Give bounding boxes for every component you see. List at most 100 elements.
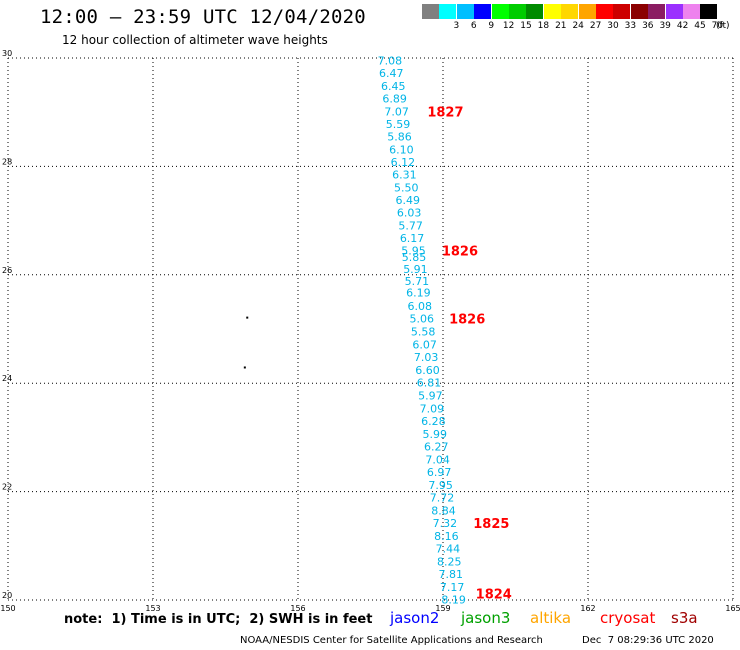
legend-swatch: [439, 4, 457, 19]
swh-value-label: 5.95: [401, 244, 426, 257]
legend-swatch: [526, 4, 544, 19]
swh-value-label: 7.81: [438, 568, 463, 581]
legend-tick-label: 15: [520, 21, 532, 31]
credit-text: NOAA/NESDIS Center for Satellite Applica…: [240, 635, 543, 646]
lon-tick-label: 156: [290, 604, 305, 613]
swh-value-label: 5.86: [387, 131, 412, 144]
swh-value-label: 6.60: [415, 364, 440, 377]
swh-value-label: 8.16: [434, 530, 459, 543]
map-title: 12:00 – 23:59 UTC 12/04/2020: [40, 6, 366, 28]
pass-time-label: 1824: [476, 587, 512, 602]
lat-tick-label: 22: [2, 483, 12, 492]
legend-tick-label: 30: [607, 21, 619, 31]
swh-value-label: 6.12: [391, 156, 416, 169]
swh-value-label: 6.08: [408, 300, 433, 313]
legend-tick-label: 24: [572, 21, 584, 31]
legend-swatch: [648, 4, 666, 19]
swh-value-label: 8.19: [441, 593, 466, 606]
legend-swatch: [491, 4, 509, 19]
swh-value-label: 5.58: [411, 326, 436, 339]
swh-value-label: 6.89: [382, 93, 407, 106]
lon-tick-label: 159: [435, 604, 450, 613]
legend-swatch: [665, 4, 683, 19]
mission-jason3-label: jason3: [461, 609, 511, 627]
swh-value-label: 6.49: [395, 194, 420, 207]
legend-swatch: [543, 4, 561, 19]
wave-height-color-legend: (ft) 3 6 9 12 15 18 21 24 27 30 33 36 39 42 45 70: [422, 4, 740, 36]
swh-value-label: 5.99: [423, 428, 448, 441]
legend-tick-label: 39: [659, 21, 671, 31]
swh-value-label: 6.10: [389, 144, 414, 157]
pass-time-label: 1827: [427, 106, 463, 121]
legend-tick-label: 33: [624, 21, 637, 31]
legend-tick-label: 9: [488, 21, 495, 31]
island-marker: [243, 366, 246, 369]
pass-time-label: 1826: [449, 313, 485, 328]
legend-swatch: [630, 4, 648, 19]
swh-value-label: 5.71: [405, 275, 430, 288]
legend-tick-label: 45: [694, 21, 706, 31]
lon-tick-label: 165: [725, 604, 740, 613]
swh-value-label: 8.25: [437, 556, 462, 569]
lat-tick-label: 20: [2, 591, 12, 600]
mission-altika-label: altika: [530, 609, 572, 627]
legend-tick-label: 36: [642, 21, 654, 31]
swh-value-label: 7.95: [428, 479, 453, 492]
swh-value-label: 6.97: [427, 466, 452, 479]
mission-jason2-label: jason2: [390, 609, 440, 627]
swh-value-label: 8.84: [431, 505, 456, 518]
legend-tick-label: 27: [589, 21, 602, 31]
legend-swatch: [509, 4, 526, 19]
swh-value-label: 5.97: [418, 390, 443, 403]
lon-tick-label: 150: [0, 604, 15, 613]
mission-s3a-label: s3a: [671, 609, 698, 627]
swh-value-label: 6.31: [392, 169, 417, 182]
generated-timestamp: Dec 7 08:29:36 UTC 2020: [582, 635, 714, 646]
island-marker: [246, 316, 249, 319]
legend-swatch: [683, 4, 700, 19]
legend-swatch: [422, 4, 439, 19]
legend-unit-label: (ft): [716, 21, 730, 31]
legend-tick-label: 12: [502, 21, 515, 31]
legend-tick-label: 6: [470, 21, 477, 31]
swh-value-label: 7.32: [433, 517, 458, 530]
map-subtitle: 12 hour collection of altimeter wave hei…: [62, 33, 328, 47]
swh-value-label: 7.04: [425, 454, 450, 467]
swh-value-label: 7.08: [378, 55, 403, 68]
lat-tick-label: 28: [2, 157, 12, 166]
swh-value-label: 7.03: [414, 351, 439, 364]
lat-tick-label: 26: [2, 266, 12, 275]
swh-value-label: 7.17: [440, 581, 465, 594]
swh-value-label: 7.44: [436, 543, 461, 556]
lon-tick-label: 162: [580, 604, 595, 613]
swh-value-label: 5.50: [394, 182, 419, 195]
swh-value-label: 6.28: [421, 415, 446, 428]
legend-swatch: [456, 4, 474, 19]
swh-value-label: 6.19: [406, 287, 431, 300]
swh-value-label: 6.45: [381, 80, 406, 93]
lat-tick-label: 30: [2, 49, 12, 58]
legend-swatch: [561, 4, 579, 19]
swh-value-label: 6.81: [417, 377, 442, 390]
swh-value-label: 7.72: [430, 492, 455, 505]
swh-value-label: 5.06: [409, 313, 434, 326]
swh-value-label: 5.59: [386, 118, 411, 131]
swh-value-label: 7.07: [384, 106, 409, 119]
swh-value-label: 7.09: [420, 403, 445, 416]
swh-value-label: 6.47: [379, 67, 404, 80]
pass-time-label: 1825: [473, 517, 509, 532]
legend-swatch: [596, 4, 613, 19]
legend-swatch: [613, 4, 631, 19]
mission-cryosat-label: cryosat: [600, 609, 656, 627]
pass-time-label: 1826: [442, 244, 478, 259]
legend-tick-label: 70: [711, 21, 724, 31]
swh-value-label: 5.77: [398, 219, 423, 232]
legend-tick-label: 3: [453, 21, 460, 31]
swh-value-label: 5.91: [403, 263, 428, 276]
lon-tick-label: 153: [145, 604, 160, 613]
swh-value-label: 5.85: [402, 251, 427, 264]
legend-swatch: [474, 4, 492, 19]
swh-value-label: 6.03: [397, 206, 422, 219]
